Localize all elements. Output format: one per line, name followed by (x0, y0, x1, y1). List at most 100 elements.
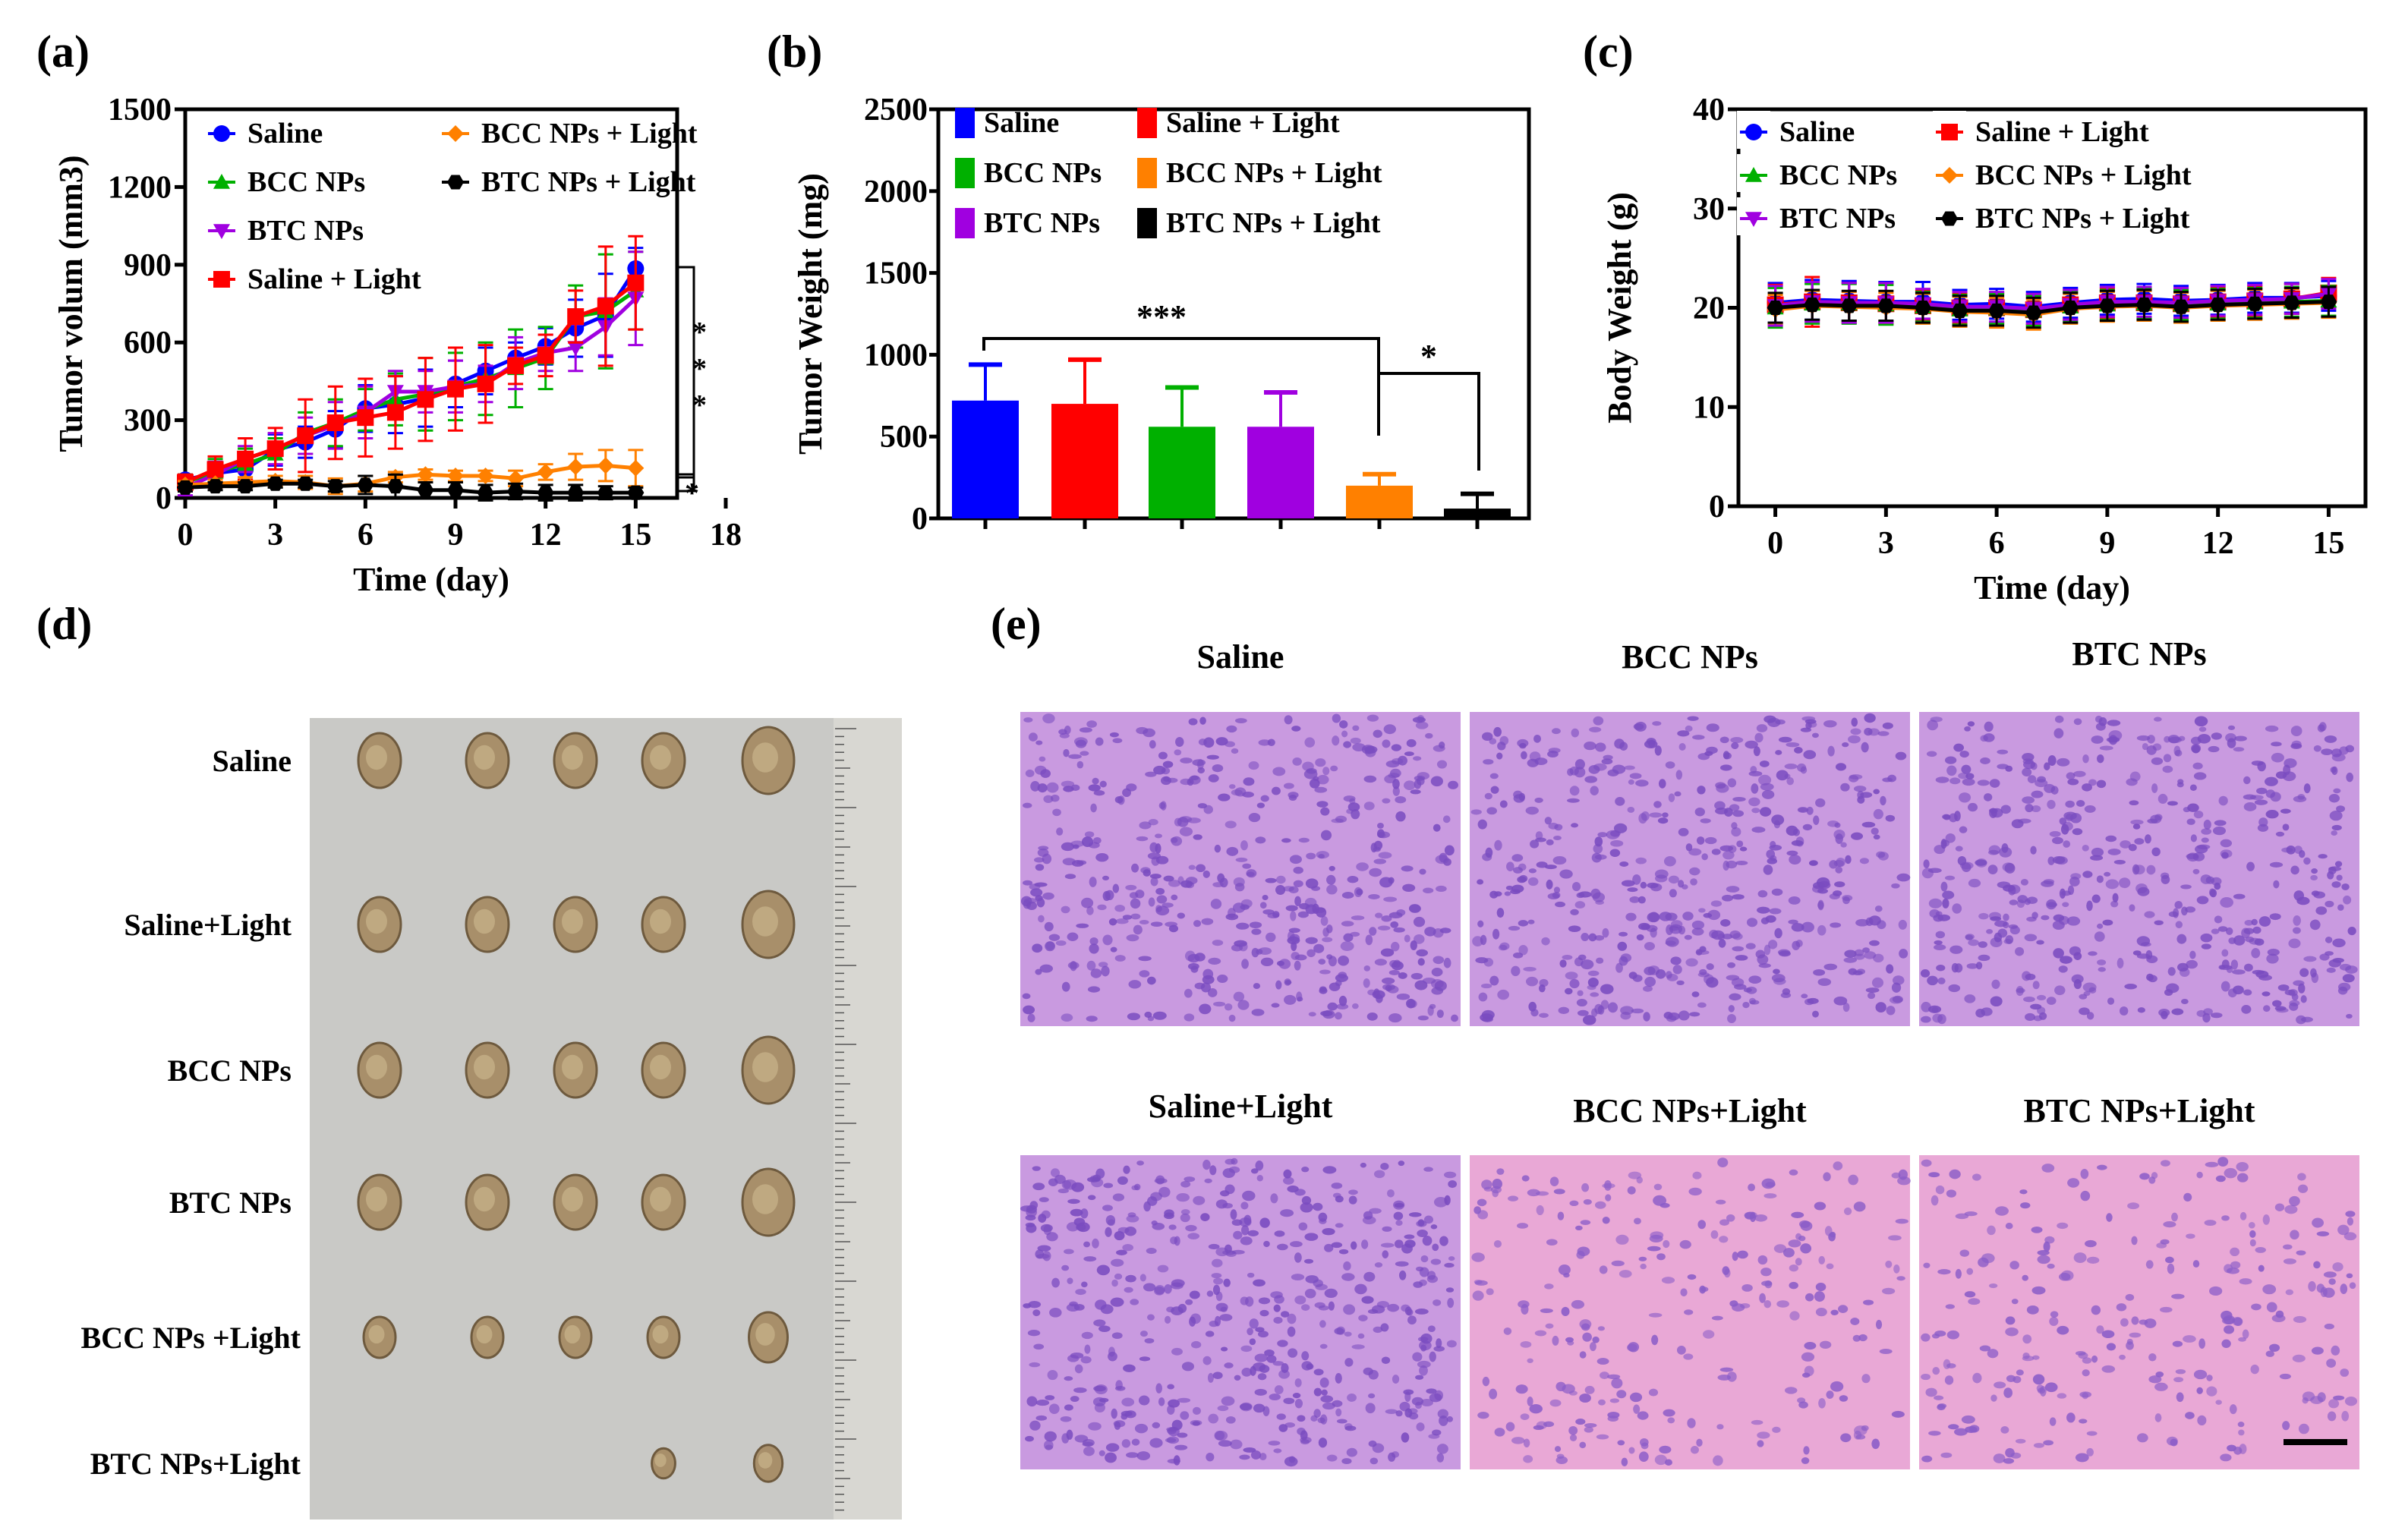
nucleus (1032, 1166, 1041, 1171)
nucleus (1239, 1403, 1252, 1411)
nucleus (1800, 727, 1812, 732)
nucleus (1081, 1281, 1088, 1288)
nucleus (1731, 978, 1745, 987)
nucleus (2211, 928, 2220, 934)
nucleus (2323, 1271, 2337, 1278)
nucleus (2340, 1283, 2348, 1294)
nucleus (1861, 821, 1876, 828)
nucleus (1225, 913, 1239, 921)
nucleus (2132, 824, 2141, 830)
nucleus (1116, 1249, 1127, 1255)
nucleus (1027, 1013, 1035, 1022)
nucleus (1218, 1440, 1232, 1447)
nucleus (1771, 814, 1785, 826)
nucleus (1306, 852, 1316, 860)
nucleus (1420, 1333, 1433, 1344)
nucleus (2297, 794, 2306, 800)
nucleus (1294, 960, 1301, 971)
nucleus (2145, 1260, 2154, 1269)
data-point (597, 485, 614, 500)
nucleus (1026, 1396, 1038, 1407)
nucleus (1638, 1451, 1649, 1463)
nucleus (1145, 771, 1157, 777)
nucleus (1966, 1268, 1974, 1275)
nucleus (2148, 1375, 2162, 1384)
tumor-highlight (474, 1186, 495, 1212)
histology-image (1919, 1155, 2359, 1469)
nucleus (1541, 937, 1550, 946)
nucleus (1304, 737, 1316, 748)
nucleus (1114, 1421, 1121, 1430)
nucleus (1526, 976, 1539, 987)
nucleus (1313, 1387, 1322, 1397)
tumor-highlight (474, 1054, 495, 1080)
nucleus (2037, 1006, 2046, 1015)
nucleus (1324, 1243, 1334, 1252)
nucleus (1862, 947, 1870, 953)
nucleus (1710, 900, 1723, 907)
legend-marker (1745, 212, 1762, 227)
x-tick-label: 18 (710, 518, 742, 553)
nucleus (1427, 1271, 1436, 1280)
scale-bar (2284, 1439, 2347, 1445)
nucleus (1090, 968, 1102, 978)
nucleus (1863, 1299, 1874, 1305)
nucleus (2113, 859, 2126, 864)
nucleus (2239, 1211, 2247, 1220)
nucleus (1885, 1260, 1893, 1268)
y-tick-label: 40 (1693, 93, 1725, 128)
nucleus (1168, 880, 1181, 887)
nucleus (1437, 1409, 1448, 1419)
nucleus (2076, 800, 2085, 807)
nucleus (2226, 965, 2233, 974)
nucleus (1978, 912, 1989, 920)
nucleus (1318, 854, 1325, 859)
nucleus (1114, 955, 1126, 962)
nucleus (1603, 1179, 1612, 1191)
nucleus (1095, 1299, 1107, 1310)
nucleus (1291, 726, 1301, 732)
nucleus (1773, 968, 1780, 975)
data-point (1988, 303, 2006, 318)
legend-marker (447, 175, 464, 190)
nucleus (1593, 843, 1603, 854)
nucleus (1955, 1213, 1969, 1220)
nucleus (1800, 1243, 1812, 1254)
nucleus (1221, 1346, 1228, 1352)
data-point (507, 483, 525, 499)
photo-row-label: Saline (213, 744, 292, 778)
nucleus (1165, 1438, 1177, 1443)
nucleus (1217, 974, 1228, 984)
nucleus (1351, 915, 1365, 921)
nucleus (1023, 880, 1033, 886)
nucleus (1576, 892, 1585, 899)
nucleus (1842, 742, 1849, 748)
nucleus (1638, 1256, 1647, 1261)
nucleus (1346, 1447, 1357, 1457)
nucleus (1592, 1336, 1600, 1343)
nucleus (1374, 1262, 1383, 1268)
nucleus (2057, 757, 2070, 767)
nucleus (1987, 1349, 1999, 1359)
nucleus (1126, 934, 1139, 942)
nucleus (1404, 934, 1410, 943)
nucleus (1719, 1367, 1734, 1372)
nucleus (1776, 1300, 1789, 1308)
nucleus (1801, 994, 1808, 999)
nucleus (1937, 1404, 1946, 1411)
nucleus (1363, 1271, 1376, 1282)
nucleus (1045, 941, 1056, 952)
nucleus (2085, 1239, 2097, 1248)
nucleus (2282, 824, 2290, 831)
nucleus (1955, 1268, 1962, 1279)
nucleus (1290, 911, 1297, 921)
nucleus (1726, 886, 1740, 893)
nucleus (1158, 751, 1168, 760)
nucleus (1629, 896, 1641, 903)
nucleus (1388, 912, 1403, 919)
nucleus (1338, 1249, 1349, 1255)
nucleus (1156, 895, 1168, 904)
nucleus (1923, 859, 1930, 869)
nucleus (1174, 749, 1182, 756)
